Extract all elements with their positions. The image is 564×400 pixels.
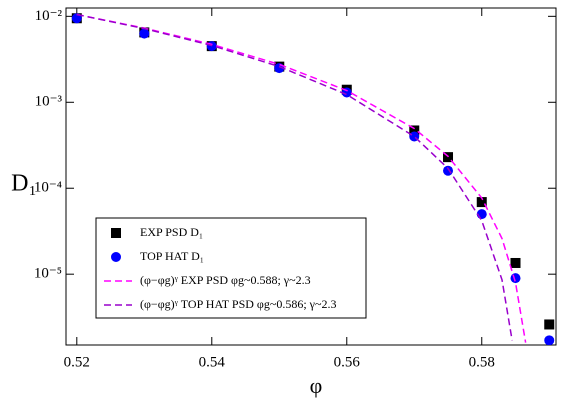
legend-label: EXP PSD D₁: [140, 225, 203, 239]
plot-area: [71, 13, 555, 345]
x-axis-label: φ: [310, 373, 323, 398]
y-tick-label: 10⁻⁵: [34, 266, 62, 282]
plot-frame: [65, 7, 557, 346]
x-tick-label: 0.56: [334, 354, 361, 370]
y-tick-label: 10⁻³: [35, 94, 63, 110]
y-tick-label: 10⁻⁴: [34, 180, 62, 196]
legend-box: [95, 217, 367, 319]
circle-marker: [544, 335, 555, 345]
x-tick-label: 0.58: [469, 354, 495, 370]
square-marker: [544, 319, 555, 330]
circle-marker: [443, 165, 454, 176]
legend-label: (φ−φg)ᵞ EXP PSD φg~0.588; γ~2.3: [140, 273, 311, 287]
x-tick-label: 0.54: [199, 354, 226, 370]
square-marker: [476, 197, 487, 208]
fit-curve: [76, 13, 513, 341]
x-tick-label: 0.52: [64, 354, 90, 370]
circle-marker: [510, 273, 521, 284]
y-axis-label: D₁: [11, 171, 37, 197]
fit-curve: [76, 13, 527, 343]
legend-swatch: [111, 252, 121, 262]
legend-label: (φ−φg)ᵞ TOP HAT PSD φg~0.586; γ~2.3: [140, 297, 336, 311]
circle-marker: [139, 28, 150, 39]
y-tick-label: 10⁻²: [35, 8, 63, 24]
square-marker: [510, 257, 521, 268]
square-marker: [409, 125, 420, 136]
legend-label: TOP HAT D₁: [140, 249, 204, 263]
legend-swatch: [111, 228, 121, 238]
